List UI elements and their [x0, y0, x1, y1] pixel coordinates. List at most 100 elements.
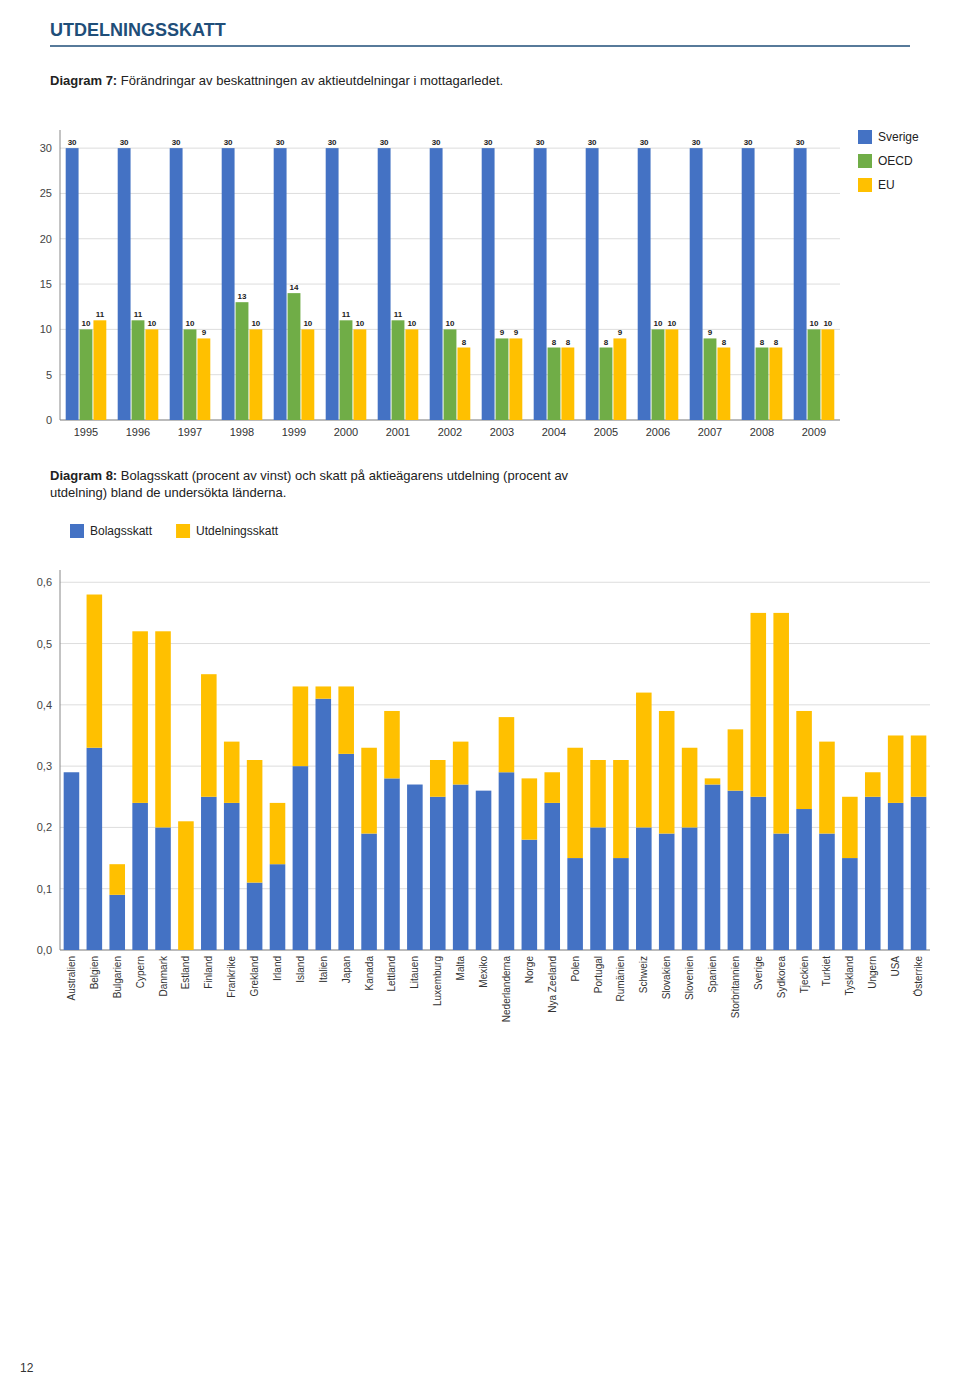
- bar-segment: [87, 748, 103, 950]
- x-tick-label: 2006: [646, 426, 670, 438]
- data-label: 30: [120, 138, 129, 147]
- bar-segment: [636, 693, 652, 828]
- bar: [274, 148, 287, 420]
- bar-segment: [728, 791, 744, 950]
- bar: [405, 329, 418, 420]
- bar-segment: [865, 797, 881, 950]
- bar: [704, 338, 717, 420]
- bar: [600, 348, 613, 421]
- data-label: 30: [536, 138, 545, 147]
- bar-segment: [155, 827, 171, 950]
- data-label: 10: [303, 319, 312, 328]
- legend-swatch: [70, 524, 84, 538]
- y-tick-label: 20: [40, 233, 52, 245]
- x-tick-label: Slovenien: [684, 956, 695, 1000]
- title-part: Förändringar av beskattningen av aktieut…: [117, 73, 503, 88]
- x-tick-label: Luxemburg: [432, 956, 443, 1006]
- bar-segment: [751, 797, 767, 950]
- bar-segment: [293, 686, 309, 766]
- data-label: 30: [432, 138, 441, 147]
- x-tick-label: Estland: [180, 956, 191, 989]
- legend: BolagsskattUtdelningsskatt: [70, 524, 279, 538]
- title-part: Diagram 7:: [50, 73, 117, 88]
- bar-segment: [407, 784, 423, 785]
- bar-segment: [842, 858, 858, 950]
- bar-segment: [224, 803, 240, 950]
- data-label: 10: [654, 319, 663, 328]
- x-tick-label: Turkiet: [821, 956, 832, 986]
- bar-segment: [682, 748, 698, 828]
- data-label: 10: [147, 319, 156, 328]
- bar-segment: [224, 742, 240, 803]
- bar-segment: [728, 729, 744, 790]
- chart: 0510152025303030303030303030303030303030…: [40, 130, 840, 438]
- bar: [340, 320, 353, 420]
- bar-segment: [796, 711, 812, 809]
- bar-segment: [453, 742, 469, 785]
- bar: [444, 329, 457, 420]
- data-label: 8: [722, 338, 727, 347]
- data-label: 30: [224, 138, 233, 147]
- data-label: 30: [172, 138, 181, 147]
- bar: [742, 148, 755, 420]
- bar-segment: [338, 686, 354, 753]
- legend-swatch: [176, 524, 190, 538]
- data-label: 9: [514, 328, 519, 337]
- x-tick-label: 1997: [178, 426, 202, 438]
- bar: [236, 302, 249, 420]
- bar: [586, 148, 599, 420]
- bar: [118, 148, 131, 420]
- bar-segment: [522, 840, 538, 950]
- data-label: 10: [667, 319, 676, 328]
- x-tick-label: 1996: [126, 426, 150, 438]
- x-tick-label: 2004: [542, 426, 566, 438]
- bar-segment: [888, 803, 904, 950]
- grid-line: [60, 704, 930, 705]
- data-label: 9: [202, 328, 207, 337]
- x-tick-label: 1998: [230, 426, 254, 438]
- data-label: 8: [566, 338, 571, 347]
- x-tick-label: Ungern: [867, 956, 878, 989]
- x-tick-label: Kanada: [364, 956, 375, 991]
- chart-title: Diagram 7: Förändringar av beskattningen…: [50, 73, 503, 88]
- legend-label: Sverige: [878, 130, 919, 144]
- bar: [652, 329, 665, 420]
- bar: [145, 329, 158, 420]
- data-label: 8: [774, 338, 779, 347]
- bar: [794, 148, 807, 420]
- data-label: 8: [552, 338, 557, 347]
- bar-segment: [132, 631, 148, 803]
- bar-segment: [613, 858, 629, 950]
- y-tick-label: 25: [40, 187, 52, 199]
- x-tick-label: Nya Zeeland: [547, 956, 558, 1013]
- bar-segment: [544, 772, 560, 803]
- y-tick-label: 0,3: [37, 760, 52, 772]
- bar-segment: [522, 778, 538, 839]
- data-label: 8: [760, 338, 765, 347]
- bar-segment: [361, 834, 377, 950]
- y-tick-label: 0,5: [37, 638, 52, 650]
- bar-segment: [201, 797, 217, 950]
- bar-segment: [247, 883, 263, 950]
- bar: [170, 148, 183, 420]
- bar: [717, 348, 730, 421]
- data-label: 30: [692, 138, 701, 147]
- x-tick-label: Italien: [318, 956, 329, 983]
- bar-segment: [407, 785, 423, 950]
- legend-swatch: [858, 130, 872, 144]
- bar-segment: [567, 748, 583, 858]
- grid-line: [60, 643, 930, 644]
- bar: [638, 148, 651, 420]
- bar-segment: [453, 785, 469, 950]
- legend-swatch: [858, 154, 872, 168]
- x-tick-label: Grekland: [249, 956, 260, 997]
- x-tick-label: 2003: [490, 426, 514, 438]
- grid-line: [60, 582, 930, 583]
- page-title: UTDELNINGSSKATT: [50, 20, 226, 40]
- bar: [561, 348, 574, 421]
- bar-segment: [659, 834, 675, 950]
- x-tick-label: Österrike: [913, 956, 924, 997]
- data-label: 30: [640, 138, 649, 147]
- bar-segment: [64, 772, 80, 950]
- bar-segment: [705, 778, 721, 784]
